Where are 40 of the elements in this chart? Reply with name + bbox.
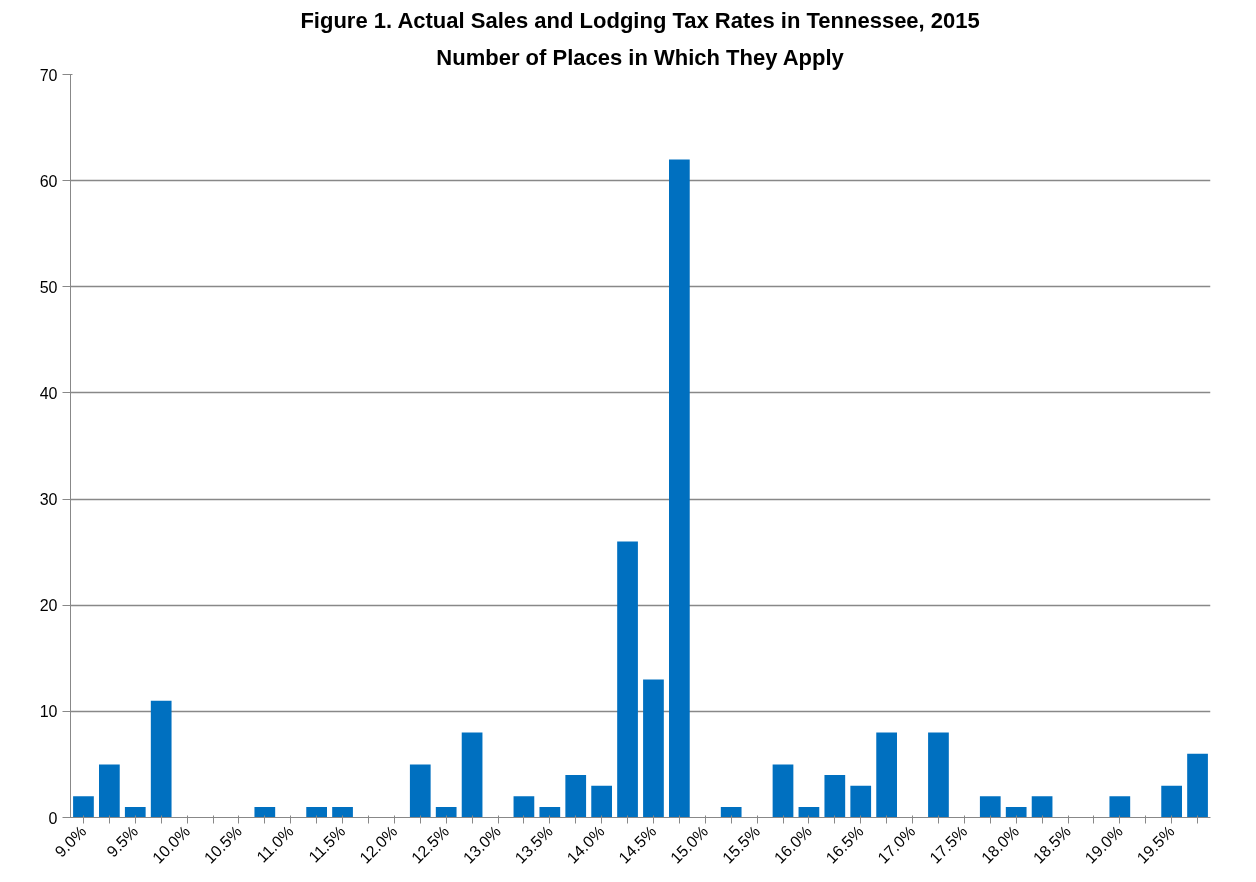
bar xyxy=(1109,796,1131,818)
y-tick-label: 70 xyxy=(39,66,58,84)
chart-subtitle: Number of Places in Which They Apply xyxy=(436,44,845,70)
chart-title: Figure 1. Actual Sales and Lodging Tax Rates in Tennessee, 2015 xyxy=(300,7,980,33)
bar xyxy=(1031,796,1053,818)
bar xyxy=(824,775,846,818)
bar xyxy=(1187,753,1208,818)
bar xyxy=(669,159,690,818)
y-tick-label: 20 xyxy=(39,597,58,615)
y-tick-label: 40 xyxy=(39,384,58,402)
bar xyxy=(565,775,587,818)
bar xyxy=(435,806,457,818)
bar xyxy=(73,796,94,818)
bar xyxy=(876,732,897,818)
y-tick-label: 30 xyxy=(39,491,58,509)
bar xyxy=(254,806,276,818)
bar xyxy=(332,806,353,818)
y-tick-label: 50 xyxy=(39,278,58,296)
bar xyxy=(850,785,872,818)
bar xyxy=(306,806,327,818)
bar xyxy=(798,806,820,818)
bar xyxy=(1005,806,1027,818)
bar xyxy=(720,806,742,818)
y-tick-label: 10 xyxy=(39,703,58,721)
bar xyxy=(124,806,146,818)
bar xyxy=(591,785,612,818)
bar xyxy=(1161,785,1182,818)
bar xyxy=(539,806,561,818)
bar xyxy=(772,764,794,818)
bar xyxy=(928,732,949,818)
bar xyxy=(617,541,638,818)
y-tick-label: 0 xyxy=(48,809,58,827)
bar xyxy=(643,679,664,818)
bar xyxy=(513,796,535,818)
bar xyxy=(99,764,120,818)
y-tick-label: 60 xyxy=(39,172,58,190)
bar xyxy=(409,764,431,818)
bar xyxy=(461,732,483,818)
bar xyxy=(979,796,1001,818)
bar xyxy=(150,700,172,818)
